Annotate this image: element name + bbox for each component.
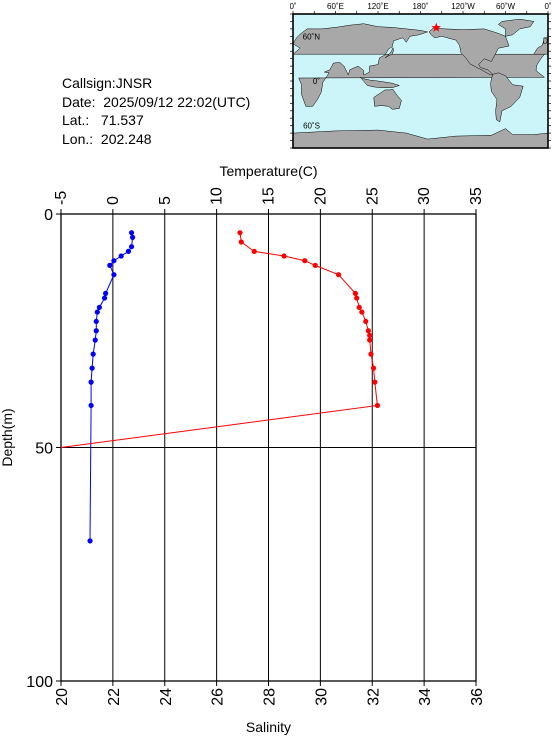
salinity-point <box>335 272 342 278</box>
salinity-tick-label: 32 <box>365 688 382 706</box>
temperature-point <box>93 318 99 325</box>
salinity-point <box>281 253 287 259</box>
salinity-point <box>367 332 373 339</box>
callsign-value: JNSR <box>115 75 153 91</box>
salinity-tick-label: 30 <box>313 688 330 706</box>
south-america-landmass <box>490 72 524 123</box>
map-latitude-label: 60˚S <box>303 122 320 131</box>
map-longitude-label: 120˚W <box>451 2 475 11</box>
temperature-tick-label: 10 <box>209 187 226 205</box>
temperature-tick-label: 5 <box>157 196 174 205</box>
temperature-point <box>129 234 136 240</box>
map-latitude-label: 0˚ <box>313 77 320 86</box>
temperature-tick-label: 30 <box>416 187 433 205</box>
lat-value: 71.537 <box>100 112 144 128</box>
temperature-point <box>89 365 95 371</box>
australia-landmass <box>373 88 402 110</box>
date-value: 2025/09/12 22:02(UTC) <box>103 93 251 110</box>
map-longitude-label: 0˚ <box>290 2 297 11</box>
map-longitude-label: 60˚W <box>496 2 516 11</box>
temperature-tick-label: 35 <box>468 187 485 205</box>
temperature-point <box>93 328 99 334</box>
island-landmass <box>384 46 394 59</box>
map-longitude-label: 180˚ <box>412 2 428 11</box>
temperature-point <box>128 244 135 250</box>
temperature-point <box>94 309 100 315</box>
map-longitude-label: 120˚E <box>367 2 388 11</box>
salinity-point <box>363 318 369 325</box>
temperature-tick-label: 25 <box>364 187 381 205</box>
temperature-point <box>92 337 98 343</box>
salinity-tick-label: 36 <box>469 688 486 706</box>
temperature-point <box>87 538 93 544</box>
temperature-point <box>128 230 135 236</box>
temperature-point <box>90 351 96 357</box>
lat-row: Lat.: 71.537 <box>62 111 250 130</box>
location-map: 0˚ 60˚E 120˚E 180˚ 120˚W 60˚W 0˚ 60˚N 0˚ 60˚S <box>289 0 553 165</box>
lon-row: Lon.: 202.248 <box>62 130 250 149</box>
salinity-point <box>368 351 374 357</box>
temperature-point <box>107 262 113 268</box>
salinity-tick-label: 22 <box>106 688 123 706</box>
salinity-point <box>356 304 362 310</box>
salinity-tick-label: 26 <box>210 688 227 706</box>
salinity-tick-label: 28 <box>262 688 279 706</box>
station-marker-star-icon <box>431 22 441 32</box>
salinity-axis-title: Salinity <box>246 719 291 735</box>
date-row: Date: 2025/09/12 22:02(UTC) <box>62 93 250 112</box>
depth-axis-title: Depth(m) <box>0 408 15 466</box>
map-longitude-label: 60˚E <box>327 2 344 11</box>
salinity-point <box>238 239 244 245</box>
north-america-landmass <box>428 27 510 76</box>
depth-tick-label: 0 <box>44 207 53 224</box>
lon-value: 202.248 <box>100 130 152 147</box>
salinity-point <box>302 258 308 264</box>
salinity-point <box>370 365 377 371</box>
temperature-tick-label: 0 <box>105 196 122 205</box>
callsign-row: Callsign:JNSR <box>62 74 250 93</box>
salinity-tick-label: 34 <box>417 688 434 706</box>
date-label: Date: <box>62 93 96 110</box>
island-landmass <box>360 77 401 88</box>
temperature-point <box>101 295 108 301</box>
station-info: Callsign:JNSR Date: 2025/09/12 22:02(UTC… <box>62 74 250 148</box>
temperature-point <box>88 379 94 385</box>
temperature-point <box>96 304 102 310</box>
temperature-point <box>111 272 117 278</box>
salinity-point <box>352 290 358 296</box>
temperature-tick-label: 15 <box>261 187 278 205</box>
salinity-point <box>372 379 378 385</box>
temperature-point <box>88 402 94 409</box>
salinity-point <box>354 295 360 301</box>
map-longitude-label: 0˚ <box>544 2 551 11</box>
eurasia-africa-landmass <box>292 23 546 107</box>
callsign-label: Callsign: <box>62 75 116 91</box>
temperature-tick-label: 20 <box>312 187 329 205</box>
temperature-point <box>111 258 117 264</box>
depth-tick-label: 100 <box>26 674 53 691</box>
temperature-tick-label: -5 <box>53 191 70 205</box>
greenland-landmass <box>497 18 535 37</box>
salinity-point <box>251 248 257 254</box>
temperature-point <box>125 248 132 254</box>
lon-label: Lon.: <box>62 130 94 147</box>
world-map: 0˚ 60˚E 120˚E 180˚ 120˚W 60˚W 0˚ 60˚N 0˚ 60˚S <box>289 2 552 149</box>
salinity-tick-label: 24 <box>158 688 175 706</box>
salinity-point <box>367 337 373 343</box>
depth-tick-label: 50 <box>35 441 53 458</box>
salinity-point <box>312 262 318 268</box>
temperature-point <box>103 290 109 296</box>
salinity-point <box>365 328 371 334</box>
salinity-point <box>374 402 381 409</box>
salinity-point <box>237 230 243 236</box>
lat-label: Lat.: <box>62 112 90 128</box>
salinity-point <box>359 309 365 315</box>
temperature-axis-title: Temperature(C) <box>219 163 317 179</box>
salinity-tick-label: 20 <box>54 688 71 706</box>
map-latitude-label: 60˚N <box>303 32 321 41</box>
temperature-point <box>118 253 124 259</box>
